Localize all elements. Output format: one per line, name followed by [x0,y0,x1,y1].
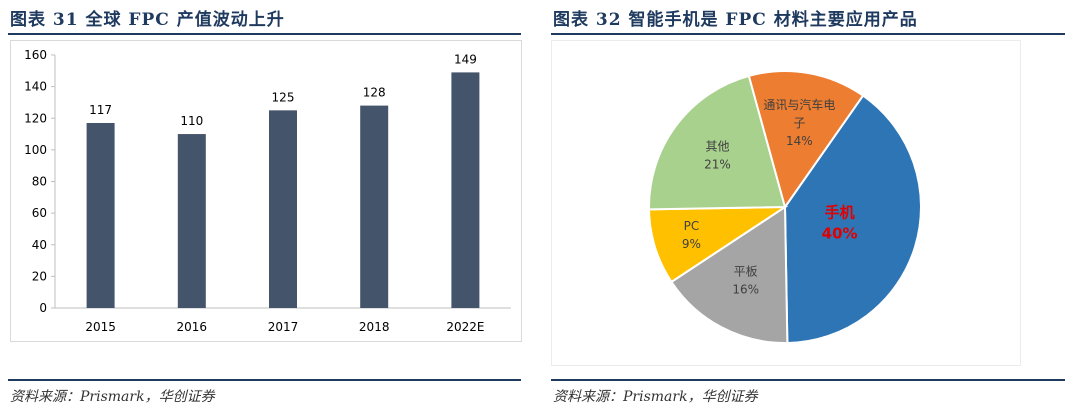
bar-2015 [86,122,115,309]
y-tick-label: 40 [32,238,47,252]
data-label-2015: 117 [89,103,112,117]
x-tick-label: 2017 [268,320,299,334]
left-figure-title: 图表 31 全球 FPC 产值波动上升 [10,10,285,30]
pie-label-手机: 手机 [825,204,855,222]
y-tick-label: 60 [32,206,47,220]
data-label-2017: 125 [272,90,295,104]
x-tick-label: 2018 [359,320,390,334]
pie-slice-通讯与汽车电子 [747,69,865,210]
pie-percent-通讯与汽车电子: 14% [786,134,813,148]
pie-percent-手机: 40% [822,225,858,243]
left-source-rule [8,379,521,381]
pie-slice-其他 [648,74,787,211]
x-tick-label: 2016 [177,320,208,334]
bar-2016 [177,134,206,308]
right-source-note: 资料来源：Prismark，华创证券 [553,389,758,405]
right-figure-title: 图表 32 智能手机是 FPC 材料主要应用产品 [553,10,918,30]
bar-chart-frame: 0 20 40 60 80 100 120 140 160 117 2015 110 2016 125 20… [10,40,522,342]
pie-percent-平板: 16% [732,283,759,297]
pie-label-PC: PC [684,219,700,233]
pie-percent-PC: 9% [682,237,701,251]
right-source-rule [551,379,1065,381]
data-label-2022E: 149 [454,52,477,66]
pie-label-通讯与汽车电子: 子 [793,116,805,130]
y-tick-label: 120 [24,111,47,125]
fpc-output-bar-chart: 0 20 40 60 80 100 120 140 160 117 2015 110 2016 125 20… [24,48,511,334]
y-tick-label: 80 [32,175,47,189]
pie-label-平板: 平板 [734,265,758,279]
pie-label-其他: 其他 [705,139,729,153]
pie-slice-平板 [670,205,789,344]
y-tick-label: 100 [24,143,47,157]
y-tick-label: 20 [32,269,47,283]
data-label-2018: 128 [363,86,386,100]
x-tick-label: 2022E [446,320,484,334]
x-tick-label: 2015 [85,320,116,334]
bar-2017 [269,110,297,308]
y-tick-label: 160 [24,48,47,62]
right-title-rule [551,33,1065,35]
y-tick-label: 0 [39,301,47,315]
pie-percent-其他: 21% [704,157,731,171]
data-label-2016: 110 [180,114,203,128]
pie-chart-frame: 手机 40% 平板 16% PC 9% 其他 21% 通讯与汽车电子 14% [551,40,1021,366]
y-tick-label: 140 [24,80,47,94]
bar-2022E [451,72,480,308]
left-title-rule [8,33,521,35]
pie-label-通讯与汽车电子: 通讯与汽车电 [763,97,835,112]
bar-2018 [360,105,389,308]
left-source-note: 资料来源：Prismark，华创证券 [10,389,215,405]
pie-slice-手机 [783,94,922,344]
